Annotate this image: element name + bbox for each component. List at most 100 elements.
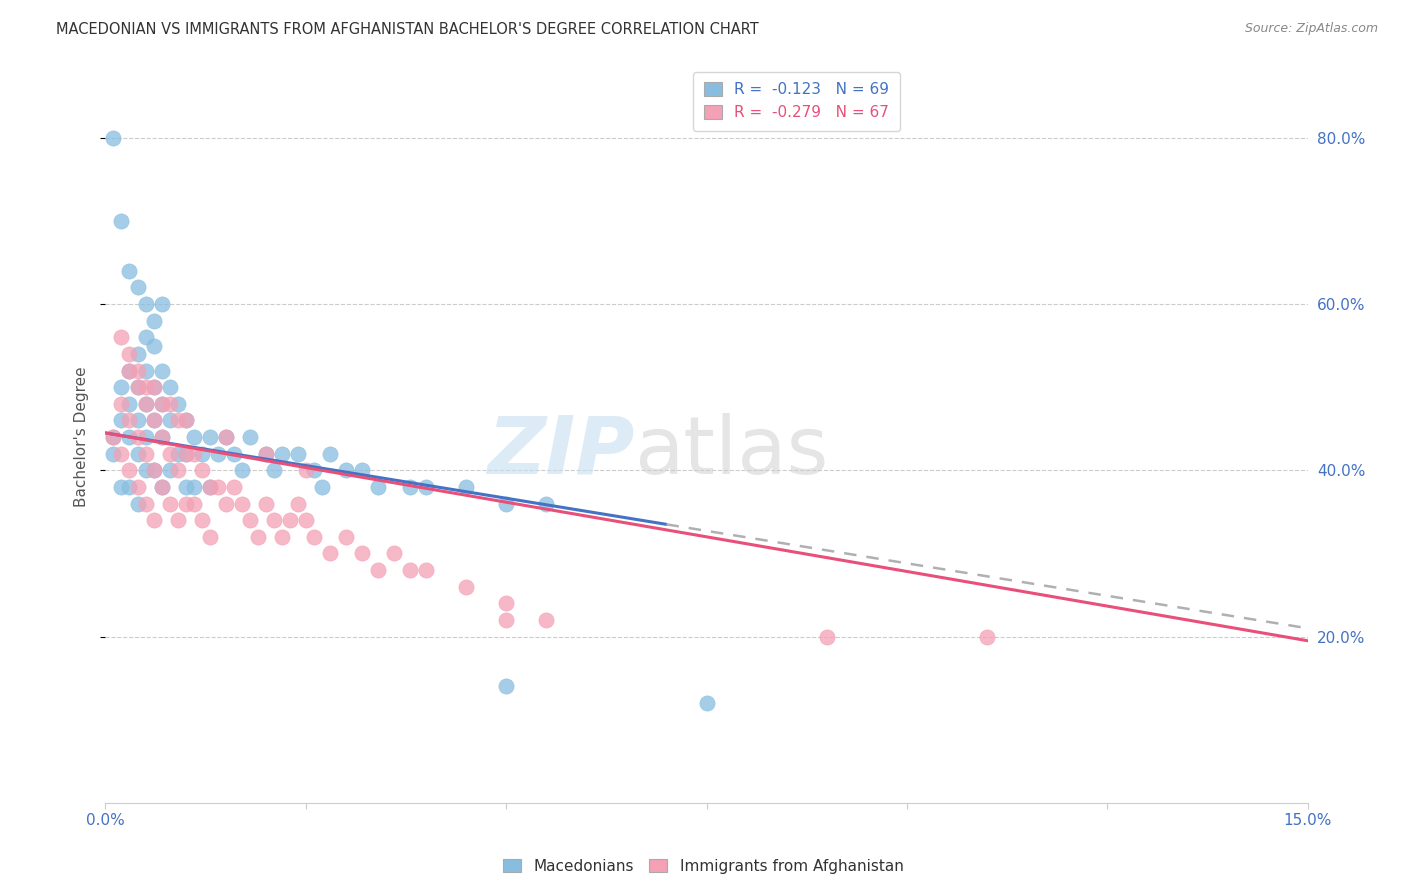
Point [399,563,422,577]
Point [214,430,236,444]
Point [415,480,437,494]
Point [495,497,517,511]
Point [214,497,236,511]
Point [198,530,221,544]
Point [166,463,188,477]
Point [174,413,197,427]
Point [239,513,262,527]
Point [110,397,132,411]
Point [142,413,165,427]
Point [166,413,188,427]
Point [534,497,557,511]
Point [350,463,373,477]
Point [127,380,149,394]
Point [166,513,188,527]
Point [110,480,132,494]
Point [302,463,325,477]
Point [110,413,132,427]
Point [198,430,221,444]
Point [118,347,141,361]
Point [135,380,157,394]
Point [150,430,173,444]
Point [254,447,277,461]
Point [231,497,253,511]
Point [263,513,285,527]
Point [239,430,262,444]
Legend: R =  -0.123   N = 69, R =  -0.279   N = 67: R = -0.123 N = 69, R = -0.279 N = 67 [693,71,900,131]
Y-axis label: Bachelor's Degree: Bachelor's Degree [75,367,90,508]
Point [295,463,318,477]
Point [534,613,557,627]
Point [127,413,149,427]
Point [118,463,141,477]
Legend: Macedonians, Immigrants from Afghanistan: Macedonians, Immigrants from Afghanistan [496,853,910,880]
Text: ZIP: ZIP [486,413,634,491]
Point [150,397,173,411]
Point [135,297,157,311]
Point [295,513,318,527]
Point [183,480,205,494]
Point [127,363,149,377]
Point [135,330,157,344]
Point [270,530,292,544]
Point [198,480,221,494]
Point [335,463,357,477]
Point [278,513,301,527]
Point [198,480,221,494]
Point [815,630,838,644]
Point [319,447,342,461]
Point [350,546,373,560]
Point [142,513,165,527]
Point [118,363,141,377]
Point [222,480,245,494]
Point [110,330,132,344]
Point [311,480,333,494]
Point [110,380,132,394]
Point [142,380,165,394]
Point [127,480,149,494]
Point [174,480,197,494]
Point [127,447,149,461]
Point [150,480,173,494]
Point [118,480,141,494]
Point [270,447,292,461]
Point [135,397,157,411]
Point [174,447,197,461]
Point [103,430,125,444]
Point [127,497,149,511]
Point [118,363,141,377]
Point [118,397,141,411]
Point [190,463,212,477]
Point [174,447,197,461]
Point [382,546,405,560]
Point [287,447,309,461]
Point [127,280,149,294]
Point [103,131,125,145]
Point [415,563,437,577]
Text: MACEDONIAN VS IMMIGRANTS FROM AFGHANISTAN BACHELOR'S DEGREE CORRELATION CHART: MACEDONIAN VS IMMIGRANTS FROM AFGHANISTA… [56,22,759,37]
Point [142,413,165,427]
Point [142,338,165,352]
Point [190,447,212,461]
Point [231,463,253,477]
Point [263,463,285,477]
Point [495,613,517,627]
Point [150,363,173,377]
Point [207,480,229,494]
Point [142,314,165,328]
Point [319,546,342,560]
Point [135,363,157,377]
Point [166,447,188,461]
Point [135,430,157,444]
Point [159,497,181,511]
Point [118,430,141,444]
Point [159,447,181,461]
Point [135,497,157,511]
Point [367,563,389,577]
Point [127,430,149,444]
Point [246,530,269,544]
Point [150,297,173,311]
Point [103,430,125,444]
Point [254,447,277,461]
Point [174,413,197,427]
